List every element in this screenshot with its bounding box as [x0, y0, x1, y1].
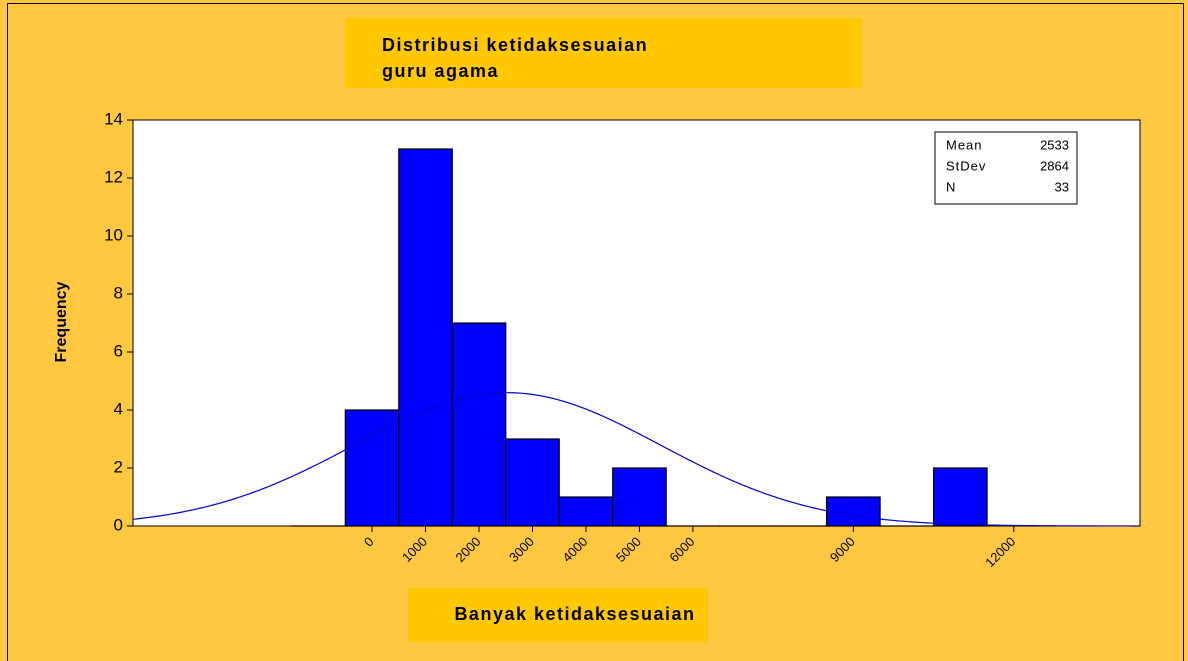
bar: [932, 467, 988, 527]
stats-label: N: [946, 179, 956, 194]
bar: [344, 409, 400, 527]
y-axis-label: Frequency: [53, 281, 70, 362]
y-tick-label: 14: [104, 109, 123, 128]
stats-label: StDev: [946, 158, 986, 173]
xlabel-box: [408, 588, 708, 642]
normal-curve: [132, 392, 1139, 527]
chart-title: Distribusi ketidaksesuaian: [382, 35, 648, 55]
stats-label: Mean: [946, 137, 983, 152]
bar: [398, 148, 453, 527]
stats-value: 2533: [1040, 137, 1069, 152]
stats-box: [934, 131, 1078, 205]
bar: [826, 496, 881, 527]
x-axis-label: Banyak ketidaksesuaian: [454, 604, 695, 624]
title-box: [345, 18, 862, 88]
y-tick-label: 4: [114, 399, 123, 418]
stats-value: 33: [1055, 179, 1069, 194]
y-tick-label: 0: [114, 515, 123, 534]
y-tick-label: 8: [114, 283, 123, 302]
chart-title: guru agama: [382, 61, 499, 81]
frame: [7, 3, 1184, 661]
y-tick-label: 2: [114, 457, 123, 476]
bar: [505, 438, 560, 527]
y-tick-label: 12: [104, 167, 123, 186]
bar: [451, 322, 507, 527]
stats-value: 2864: [1040, 158, 1069, 173]
bar: [612, 467, 667, 527]
bar: [558, 496, 614, 527]
y-tick-label: 10: [104, 225, 123, 244]
y-tick-label: 6: [114, 341, 123, 360]
